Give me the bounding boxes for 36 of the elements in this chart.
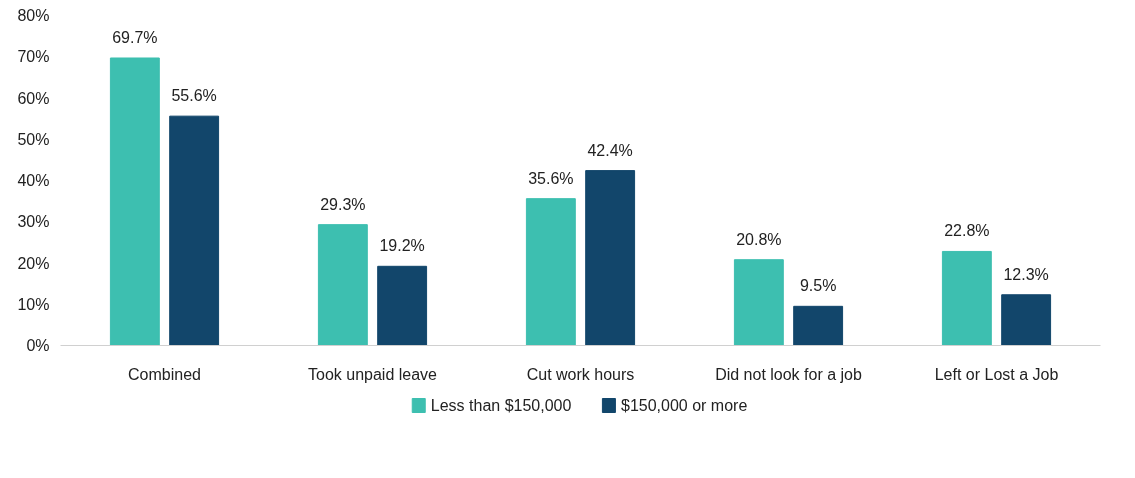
bar [525, 198, 576, 346]
data-label: 20.8% [736, 230, 782, 248]
bar [169, 115, 220, 346]
y-tick-label: 10% [17, 295, 50, 313]
bar [733, 259, 784, 346]
legend-label: $150,000 or more [620, 397, 748, 414]
bar [377, 265, 428, 346]
x-tick-label: Did not look for a job [715, 365, 862, 383]
data-label: 35.6% [528, 169, 574, 187]
bar [1001, 294, 1052, 346]
data-label: 12.3% [1003, 265, 1049, 283]
legend-label: Less than $150,000 [430, 397, 572, 414]
y-tick-label: 40% [17, 172, 50, 189]
data-label: 22.8% [944, 222, 990, 240]
data-label: 29.3% [320, 195, 366, 213]
bar [793, 305, 844, 346]
y-tick-label: 70% [17, 48, 50, 66]
y-tick-label: 20% [17, 254, 50, 272]
y-tick-label: 0% [26, 337, 50, 354]
data-label: 42.4% [587, 141, 633, 159]
y-tick-label: 80% [17, 7, 50, 24]
bar [317, 224, 368, 346]
data-label: 19.2% [379, 237, 425, 255]
y-tick-label: 60% [17, 89, 50, 107]
x-tick-label: Left or Lost a Job [934, 365, 1059, 383]
x-tick-label: Combined [128, 365, 201, 383]
bar [941, 250, 992, 346]
bar [585, 170, 636, 346]
data-label: 9.5% [799, 277, 837, 295]
x-tick-label: Cut work hours [526, 365, 635, 383]
y-tick-label: 30% [17, 213, 50, 231]
bar [109, 57, 160, 346]
x-tick-label: Took unpaid leave [308, 365, 438, 383]
data-label: 69.7% [112, 28, 158, 46]
data-label: 55.6% [171, 87, 217, 105]
y-tick-label: 50% [17, 130, 50, 148]
